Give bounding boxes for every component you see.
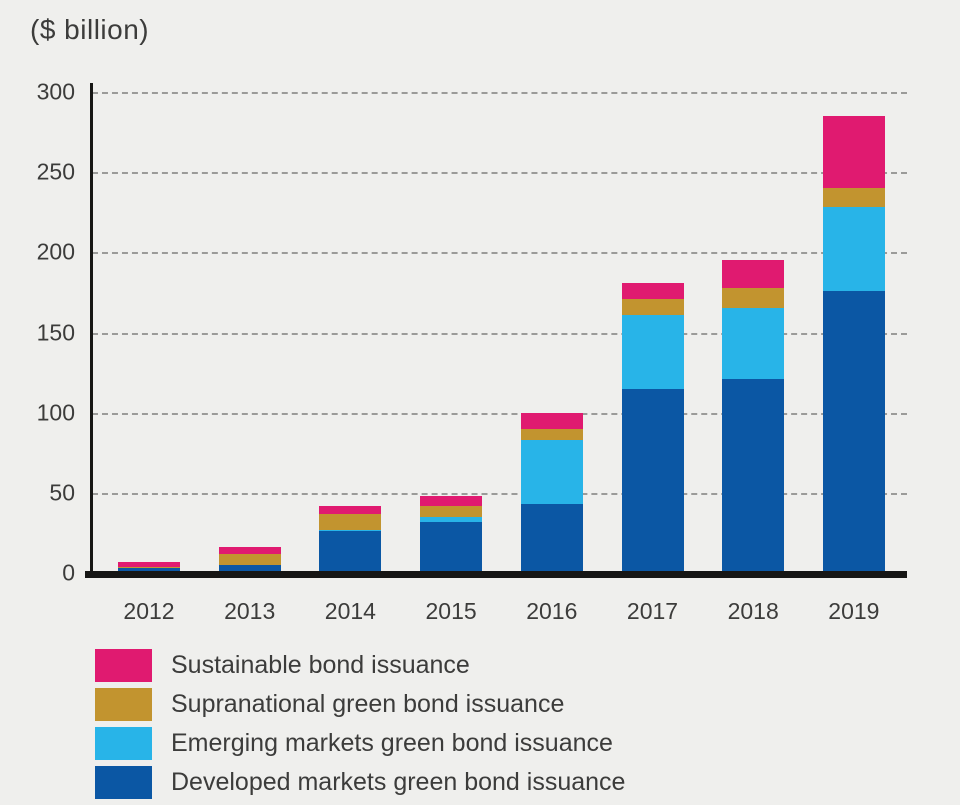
bar-segment-2016: [520, 428, 583, 440]
bar-segment-2013: [218, 564, 281, 573]
gridline-250: [92, 172, 907, 175]
bar-segment-2019: [822, 207, 885, 291]
y-tick-label-50: 50: [49, 479, 75, 506]
legend-swatch-icon: [95, 688, 152, 721]
legend-label: Sustainable bond issuance: [171, 651, 470, 679]
legend-swatch-icon: [95, 727, 152, 760]
y-tick-label-250: 250: [36, 158, 75, 185]
y-axis-line: [90, 83, 93, 577]
bar-segment-2013: [218, 547, 281, 554]
bar-segment-2015: [420, 521, 483, 573]
bar-segment-2017: [621, 388, 684, 573]
bar-2013: [218, 83, 281, 573]
x-tick-label-2014: 2014: [324, 598, 376, 624]
x-tick-label-2016: 2016: [526, 598, 578, 624]
x-axis-line: [85, 571, 907, 578]
legend-row: Emerging markets green bond issuance: [95, 724, 625, 763]
legend-row: Sustainable bond issuance: [95, 646, 625, 685]
bar-segment-2017: [621, 314, 684, 389]
gridline-150: [92, 332, 907, 335]
bar-segment-2012: [118, 561, 180, 567]
bar-2017: [621, 83, 684, 573]
x-tick-label-2013: 2013: [224, 598, 276, 624]
x-tick-label-2018: 2018: [727, 598, 779, 624]
legend-swatch-icon: [95, 766, 152, 799]
y-tick-label-200: 200: [36, 238, 75, 265]
bar-segment-2016: [520, 412, 583, 429]
y-tick-label-300: 300: [36, 78, 75, 105]
legend-label: Developed markets green bond issuance: [171, 768, 626, 796]
x-tick-label-2012: 2012: [123, 598, 175, 624]
bar-segment-2018: [722, 287, 785, 309]
bar-segment-2019: [822, 290, 885, 573]
bar-2016: [520, 83, 583, 573]
bar-segment-2016: [520, 504, 583, 573]
bar-segment-2017: [621, 298, 684, 315]
y-tick-label-100: 100: [36, 399, 75, 426]
bar-2019: [822, 83, 885, 573]
bar-segment-2018: [722, 260, 785, 288]
bar-segment-2016: [520, 439, 583, 505]
bar-2012: [118, 83, 180, 573]
bar-segment-2013: [218, 553, 281, 565]
bar-segment-2017: [621, 282, 684, 299]
gridline-100: [92, 412, 907, 415]
x-tick-label-2015: 2015: [425, 598, 477, 624]
gridline-300: [92, 92, 907, 94]
chart-title: ($ billion): [30, 14, 150, 45]
bar-2015: [420, 83, 483, 573]
bar-segment-2015: [420, 505, 483, 517]
bar-segment-2018: [722, 308, 785, 379]
bar-segment-2018: [722, 379, 785, 573]
legend: Sustainable bond issuance Supranational g…: [95, 646, 625, 802]
legend-swatch-icon: [95, 649, 152, 682]
legend-label: Emerging markets green bond issuance: [171, 729, 613, 757]
bar-segment-2012: [118, 566, 180, 569]
bar-2014: [319, 83, 382, 573]
bar-segment-2015: [420, 516, 483, 522]
bar-segment-2014: [319, 513, 382, 530]
y-tick-label-150: 150: [36, 319, 75, 345]
x-tick-label-2017: 2017: [626, 598, 679, 624]
gridline-50: [92, 492, 907, 495]
bar-segment-2014: [319, 529, 382, 532]
x-tick-label-2019: 2019: [828, 598, 880, 624]
bar-segment-2019: [822, 116, 885, 189]
bar-segment-2014: [319, 505, 382, 514]
y-tick-label-0: 0: [62, 559, 75, 586]
legend-label: Supranational green bond issuance: [171, 690, 565, 718]
plot-area: [90, 83, 907, 573]
gridline-200: [92, 252, 907, 255]
bar-2018: [722, 83, 785, 573]
bar-segment-2014: [319, 531, 382, 573]
legend-row: Supranational green bond issuance: [95, 685, 625, 724]
bar-segment-2015: [420, 496, 483, 506]
bar-segment-2019: [822, 188, 885, 208]
legend-row: Developed markets green bond issuance: [95, 763, 625, 802]
bar-segment-2012: [118, 568, 180, 573]
